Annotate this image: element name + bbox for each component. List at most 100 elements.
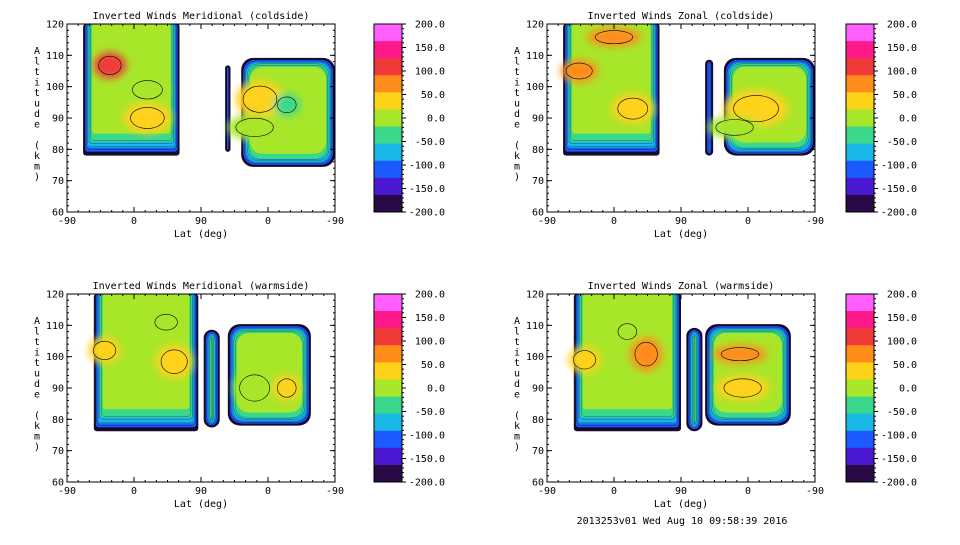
colorbar-swatch: [846, 75, 874, 93]
colorbar-swatch: [374, 465, 402, 483]
colorbar-swatch: [374, 294, 402, 312]
y-tick-label: 100: [46, 82, 64, 93]
y-tick-label: 80: [532, 145, 544, 156]
contour-field: [568, 294, 790, 431]
chart-panel: Inverted Winds Meridional (warmside)6070…: [34, 281, 445, 510]
y-tick-label: 110: [46, 321, 64, 332]
x-tick-label: -90: [806, 216, 824, 227]
colorbar-swatch: [846, 294, 874, 312]
colorbar: 200.0150.0100.050.00.0-50.0-100.0-150.0-…: [374, 290, 445, 489]
y-tick-label: 110: [526, 321, 544, 332]
colorbar-swatch: [374, 311, 402, 329]
y-tick-label: 120: [526, 290, 544, 301]
colorbar-swatch: [846, 448, 874, 466]
colorbar-tick-label: 50.0: [421, 360, 445, 371]
footer-timestamp: 2013253v01 Wed Aug 10 09:58:39 2016: [577, 516, 788, 527]
colorbar-swatch: [846, 465, 874, 483]
colorbar-tick-label: -150.0: [409, 184, 445, 195]
colorbar-swatch: [374, 144, 402, 162]
colorbar-tick-label: 150.0: [887, 313, 917, 324]
y-tick-label: 70: [532, 176, 544, 187]
y-tick-label: 120: [526, 20, 544, 31]
x-tick-label: -90: [806, 486, 824, 497]
colorbar-swatch: [374, 41, 402, 59]
colorbar-tick-label: -50.0: [415, 407, 445, 418]
colorbar-swatch: [374, 127, 402, 145]
contour-band: [227, 67, 228, 149]
colorbar-swatch: [846, 431, 874, 449]
x-tick-label: 0: [131, 486, 137, 497]
colorbar-swatch: [374, 328, 402, 346]
y-tick-label: 100: [526, 352, 544, 363]
colorbar-swatch: [846, 195, 874, 213]
y-tick-label: 110: [526, 51, 544, 62]
colorbar-swatch: [846, 362, 874, 380]
colorbar-swatch: [846, 127, 874, 145]
colorbar-tick-label: -200.0: [881, 208, 917, 219]
contour-field: [560, 24, 815, 156]
y-tick-label: 90: [532, 114, 544, 125]
colorbar-swatch: [374, 109, 402, 127]
colorbar-swatch: [374, 431, 402, 449]
colorbar-swatch: [846, 109, 874, 127]
x-tick-label: 90: [675, 216, 687, 227]
colorbar-tick-label: 100.0: [415, 67, 445, 78]
colorbar-tick-label: 0.0: [899, 114, 917, 125]
colorbar-swatch: [846, 345, 874, 363]
y-tick-label: 100: [46, 352, 64, 363]
chart-panel: Inverted Winds Zonal (warmside)607080901…: [514, 281, 917, 510]
y-tick-label: 90: [52, 114, 64, 125]
colorbar-tick-label: -150.0: [409, 454, 445, 465]
x-tick-label: -90: [58, 486, 76, 497]
colorbar-swatch: [374, 362, 402, 380]
x-tick-label: 0: [745, 486, 751, 497]
colorbar-tick-label: -200.0: [881, 478, 917, 489]
x-tick-label: -90: [326, 216, 344, 227]
colorbar-swatch: [846, 379, 874, 397]
x-tick-label: -90: [538, 486, 556, 497]
colorbar-swatch: [846, 58, 874, 76]
y-tick-label: 80: [52, 145, 64, 156]
x-tick-label: 0: [265, 216, 271, 227]
x-tick-label: 0: [611, 216, 617, 227]
chart-title: Inverted Winds Meridional (warmside): [93, 281, 310, 292]
colorbar: 200.0150.0100.050.00.0-50.0-100.0-150.0-…: [846, 290, 917, 489]
contour-band: [210, 336, 214, 420]
colorbar: 200.0150.0100.050.00.0-50.0-100.0-150.0-…: [846, 20, 917, 219]
chart-title: Inverted Winds Zonal (warmside): [588, 281, 775, 292]
y-tick-label: 70: [52, 176, 64, 187]
x-tick-label: 0: [611, 486, 617, 497]
y-tick-label: 100: [526, 82, 544, 93]
colorbar: 200.0150.0100.050.00.0-50.0-100.0-150.0-…: [374, 20, 445, 219]
colorbar-swatch: [374, 24, 402, 42]
y-tick-label: 70: [52, 446, 64, 457]
colorbar-swatch: [374, 345, 402, 363]
colorbar-swatch: [846, 144, 874, 162]
colorbar-tick-label: -50.0: [887, 407, 917, 418]
x-tick-label: 0: [131, 216, 137, 227]
contour-band: [692, 334, 696, 423]
colorbar-tick-label: 200.0: [415, 20, 445, 31]
colorbar-tick-label: 150.0: [887, 43, 917, 54]
x-axis-label: Lat (deg): [174, 499, 228, 510]
colorbar-tick-label: 0.0: [427, 384, 445, 395]
x-axis-label: Lat (deg): [654, 229, 708, 240]
colorbar-swatch: [846, 92, 874, 110]
colorbar-swatch: [374, 92, 402, 110]
x-axis-label: Lat (deg): [174, 229, 228, 240]
colorbar-swatch: [374, 397, 402, 415]
y-tick-label: 110: [46, 51, 64, 62]
chart-panel: Inverted Winds Meridional (coldside)6070…: [34, 11, 445, 240]
colorbar-swatch: [374, 448, 402, 466]
colorbar-swatch: [846, 311, 874, 329]
colorbar-tick-label: 200.0: [415, 290, 445, 301]
y-tick-label: 90: [52, 384, 64, 395]
y-tick-label: 90: [532, 384, 544, 395]
colorbar-tick-label: -100.0: [881, 431, 917, 442]
colorbar-swatch: [374, 379, 402, 397]
colorbar-swatch: [846, 41, 874, 59]
colorbar-swatch: [846, 24, 874, 42]
colorbar-tick-label: -150.0: [881, 184, 917, 195]
